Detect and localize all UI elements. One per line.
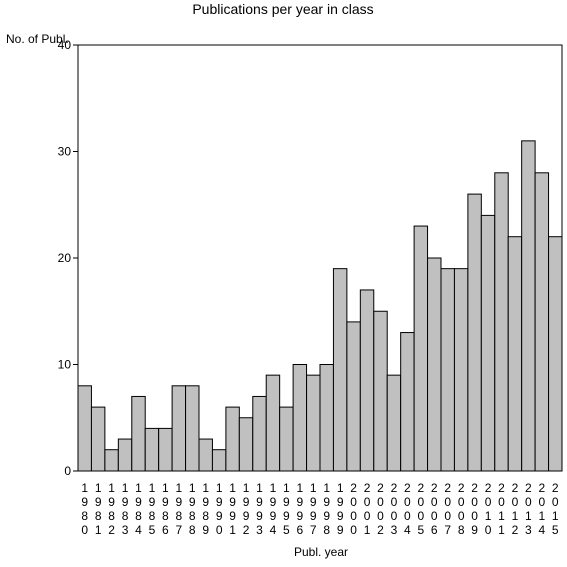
bar-2003 — [386, 374, 402, 472]
y-ticks-layer: 0 10 20 30 40 — [58, 38, 78, 478]
bar-2009 — [467, 193, 482, 472]
bar-2015 — [548, 236, 563, 472]
y-tick-label-20: 20 — [58, 251, 72, 265]
y-tick-label-40: 40 — [58, 38, 72, 52]
y-axis-label: No. of Publ. — [6, 32, 69, 46]
bar-1989 — [198, 438, 213, 472]
bar-1998 — [319, 364, 334, 472]
y-tick-label-0: 0 — [64, 464, 71, 478]
bar-1999 — [332, 268, 348, 472]
bar-2010 — [480, 214, 496, 472]
bar-1984 — [131, 395, 146, 472]
bar-1995 — [279, 406, 294, 472]
bar-2002 — [373, 310, 388, 472]
bar-2005 — [413, 225, 429, 472]
bar-2014 — [534, 172, 550, 472]
bar-1981 — [90, 406, 106, 472]
bars-layer — [77, 140, 563, 472]
bar-1988 — [185, 385, 200, 472]
bar-1990 — [211, 449, 227, 472]
bar-2006 — [427, 257, 442, 472]
bar-2007 — [440, 268, 455, 472]
bar-1987 — [171, 385, 187, 472]
bar-1993 — [252, 395, 267, 472]
y-tick-label-10: 10 — [58, 358, 72, 372]
bar-1994 — [265, 374, 281, 472]
bar-1980 — [77, 385, 92, 472]
bar-1982 — [104, 449, 119, 472]
bar-2008 — [453, 268, 469, 472]
chart-title: Publications per year in class — [192, 1, 373, 17]
bar-1996 — [292, 364, 308, 472]
x-axis-label: Publ. year — [294, 545, 348, 559]
bar-1985 — [144, 427, 160, 472]
bar-2012 — [507, 236, 523, 472]
bar-2011 — [494, 172, 509, 472]
plot-area-frame — [77, 44, 563, 472]
x-tick-labels-layer: 1 9 8 0 1 9 8 1 1 9 8 2 1 9 8 3 1 9 8 4 1 9 8 5 1 9 8 6 1 9 8 7 1 9 8 8 1 9 8 9… — [81, 481, 559, 537]
bar-1986 — [158, 427, 173, 472]
y-tick-label-30: 30 — [58, 145, 72, 159]
bar-1991 — [225, 406, 240, 472]
bar-2000 — [346, 321, 361, 472]
bar-2001 — [359, 289, 375, 472]
bar-1997 — [306, 374, 321, 472]
bar-2013 — [521, 140, 536, 472]
bar-1983 — [117, 438, 133, 472]
bar-1992 — [238, 417, 254, 472]
bar-2004 — [400, 332, 415, 472]
